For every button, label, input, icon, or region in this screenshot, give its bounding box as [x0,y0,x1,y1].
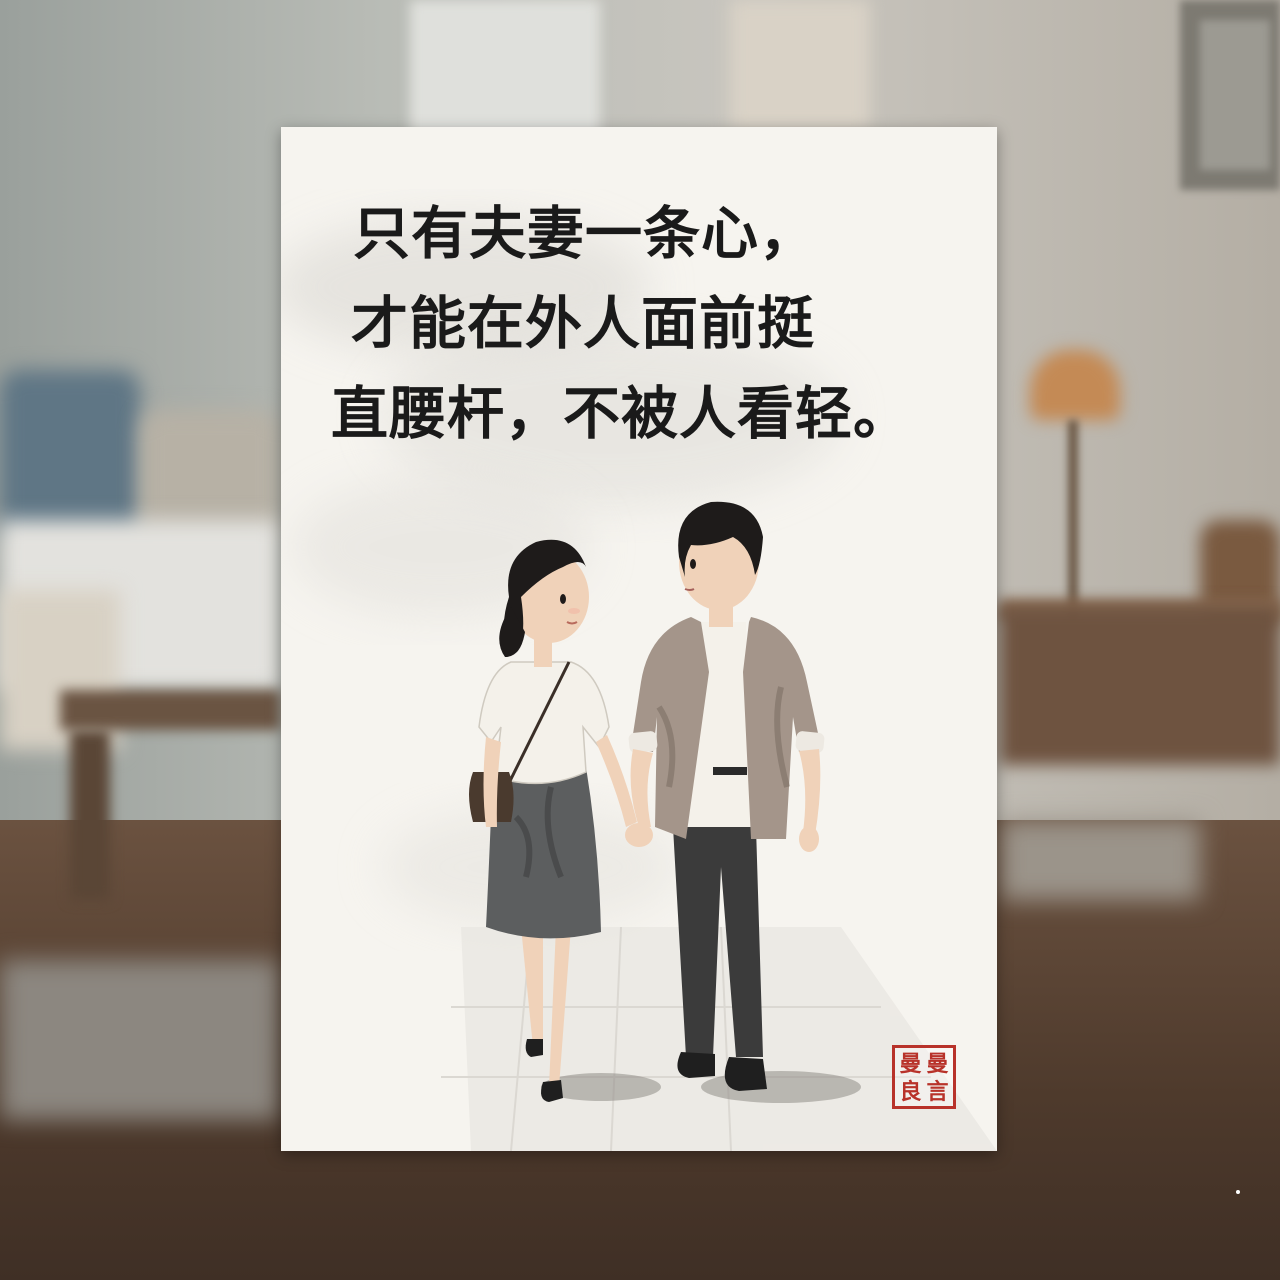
man-figure [625,501,825,1091]
quote-text: 只有夫妻一条心， 才能在外人面前挺 直腰杆，不被人看轻。 [331,189,961,459]
background-rug-right [1000,820,1200,900]
couple-walking-illustration [441,501,997,1151]
quote-line-1: 只有夫妻一条心， [353,200,817,267]
background-curtain [730,0,870,130]
woman-shadow [541,1073,661,1101]
woman-figure [469,539,637,1102]
seal-char: 言 [926,1079,949,1105]
quote-line-3: 直腰杆，不被人看轻。 [331,380,911,447]
seal-char: 良 [899,1079,922,1105]
background-table [60,690,280,730]
background-lamp-pole [1068,420,1078,620]
background-lamp-shade [1030,350,1120,420]
background-rug-left [0,960,280,1120]
background-pillow-beige [140,410,280,540]
seal-char: 曼 [926,1051,949,1077]
background-sparkle [1236,1190,1240,1194]
background-picture-frame-inner [1200,20,1270,170]
red-seal-stamp: 曼 曼 良 言 [892,1045,956,1109]
poster-card: 只有夫妻一条心， 才能在外人面前挺 直腰杆，不被人看轻。 [281,127,997,1151]
quote-line-2: 才能在外人面前挺 [351,290,815,357]
background-pillow-blue [0,370,140,540]
background-sideboard [1000,605,1280,765]
seal-char: 曼 [899,1051,922,1077]
background-table-leg [70,730,110,900]
